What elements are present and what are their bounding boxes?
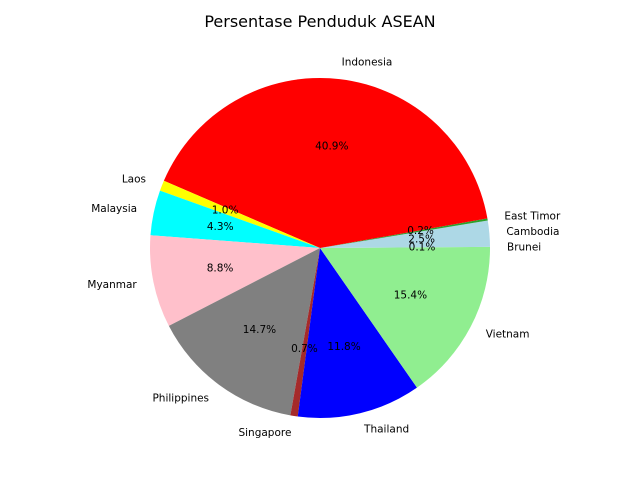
slice-label-thailand: Thailand [363, 424, 409, 436]
pie-slice-indonesia [163, 77, 488, 249]
slice-label-indonesia: Indonesia [342, 56, 393, 68]
pie-slice-laos [159, 180, 320, 248]
slice-percent-cambodia: 2.5% [408, 233, 435, 245]
slice-label-brunei: Brunei [507, 241, 541, 253]
slice-label-philippines: Philippines [152, 393, 209, 405]
slice-label-malaysia: Malaysia [91, 203, 137, 215]
slice-percent-myanmar: 8.8% [207, 262, 234, 274]
pie-slice-singapore [290, 248, 320, 417]
pie-labels: Brunei 0.1% Cambodia 2.5% East Timor 0.2% Indo… [87, 56, 561, 439]
pie-slice-vietnam [320, 248, 490, 388]
pie-slice-cambodia [320, 220, 490, 248]
slice-percent-indonesia: 40.9% [315, 141, 348, 153]
chart-title: Persentase Penduduk ASEAN [204, 12, 435, 31]
slice-percent-philippines: 14.7% [243, 324, 276, 336]
slice-label-cambodia: Cambodia [506, 226, 559, 238]
slice-percent-vietnam: 15.4% [394, 289, 427, 301]
slice-percent-laos: 1.0% [212, 205, 239, 217]
pie-slices [150, 77, 490, 418]
pie-slice-philippines [168, 248, 320, 416]
slice-label-vietnam: Vietnam [486, 329, 530, 341]
slice-percent-east-timor: 0.2% [407, 225, 434, 237]
pie-slice-myanmar [150, 235, 320, 326]
slice-label-myanmar: Myanmar [87, 279, 137, 291]
slice-percent-malaysia: 4.3% [207, 221, 234, 233]
slice-percent-thailand: 11.8% [327, 341, 360, 353]
slice-percent-brunei: 0.1% [409, 242, 436, 254]
slice-label-singapore: Singapore [238, 427, 291, 439]
pie-slice-east-timor [320, 218, 488, 248]
pie-slice-malaysia [150, 190, 320, 248]
pie-slice-thailand [297, 248, 417, 418]
pie-slice-brunei [320, 246, 490, 248]
slice-percent-singapore: 0.7% [291, 343, 318, 355]
slice-label-laos: Laos [122, 173, 146, 185]
slice-label-east-timor: East Timor [504, 211, 561, 223]
